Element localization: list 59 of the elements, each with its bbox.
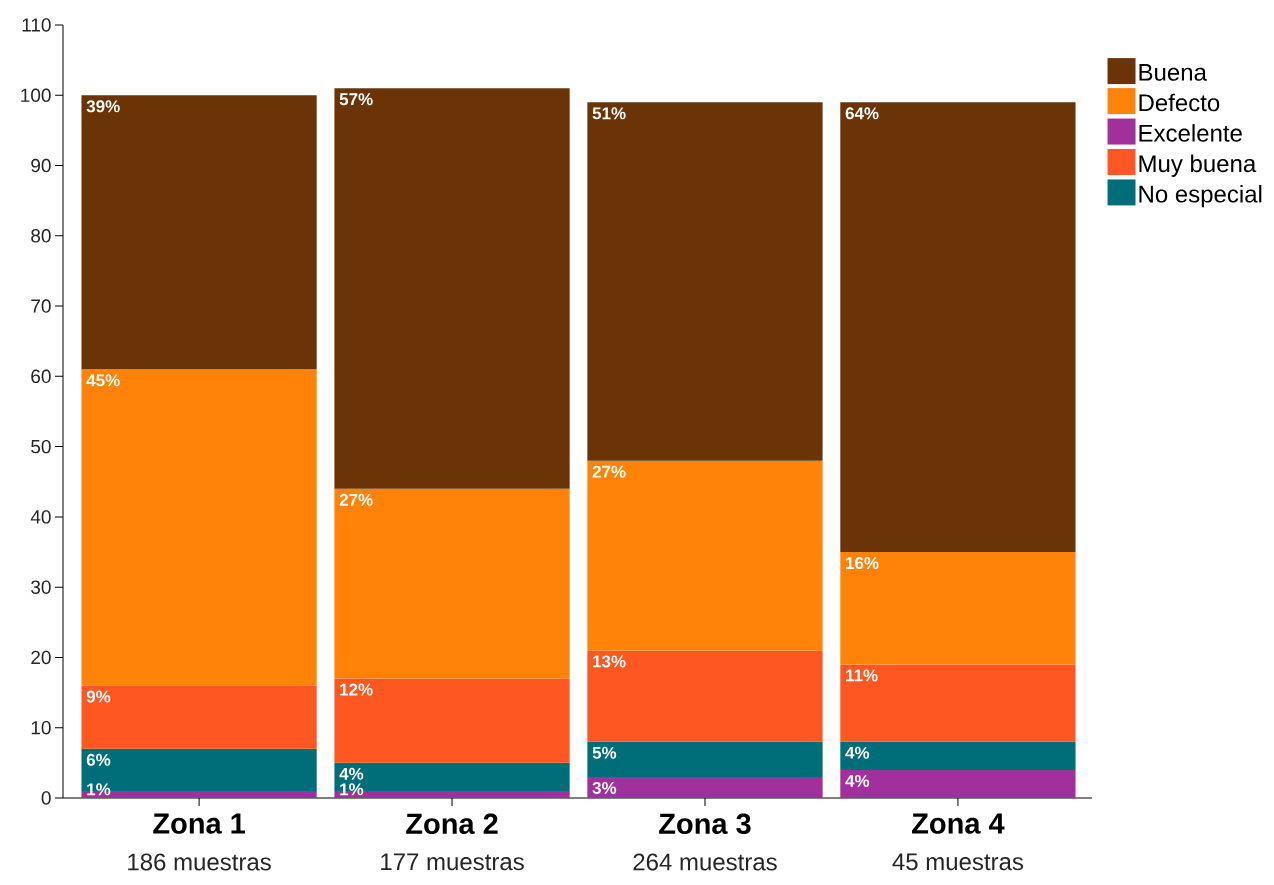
legend-label: Defecto — [1139, 93, 1220, 112]
data-label: 51% — [592, 107, 626, 120]
x-tick-label: Zona 3 — [659, 813, 751, 835]
text: 186 muestras — [128, 853, 271, 871]
bar — [587, 650, 823, 742]
bar — [334, 678, 570, 763]
y-tick-label: 80 — [31, 229, 51, 243]
y-tick-label: 30 — [31, 580, 51, 594]
legend-label: Muy buena — [1139, 154, 1257, 177]
bar — [81, 95, 317, 370]
bar — [840, 769, 1076, 798]
y-tick-label: 100 — [21, 88, 51, 102]
bar — [587, 741, 823, 777]
y-tick-label: 60 — [31, 369, 51, 384]
legend-label: Excelente — [1139, 124, 1242, 142]
data-label: 11% — [846, 669, 878, 682]
data-label: 3% — [592, 781, 617, 794]
y-tick-label: 110 — [22, 18, 51, 32]
text: 264 muestras — [633, 853, 777, 871]
data-label: 39% — [86, 100, 120, 113]
data-label: 13% — [593, 655, 626, 668]
x-tick-label: Zona 1 — [153, 813, 245, 834]
data-label: 27% — [339, 493, 373, 506]
y-tick-label: 40 — [30, 510, 51, 524]
bar — [587, 102, 823, 461]
text: 45 muestras — [892, 853, 1024, 871]
y-tick-label: 70 — [31, 299, 51, 313]
legend-label: No especial — [1139, 184, 1262, 208]
x-tick-label: Zona 2 — [406, 813, 498, 835]
data-label: 45% — [86, 374, 120, 387]
bar — [840, 741, 1076, 770]
data-label: 57% — [339, 93, 373, 106]
bar — [587, 460, 823, 651]
data-label: 9% — [86, 690, 111, 703]
data-label: 16% — [846, 557, 879, 570]
legend-label: Buena — [1139, 64, 1207, 81]
text: 177 muestras — [381, 853, 524, 871]
y-tick-label: 0 — [41, 791, 51, 805]
bar — [81, 685, 317, 749]
y-tick-label: 50 — [31, 439, 51, 454]
data-label: 6% — [86, 753, 111, 766]
y-tick-label: 20 — [31, 650, 51, 665]
bar — [587, 776, 823, 798]
bar — [334, 88, 570, 489]
y-tick-label: 90 — [31, 158, 51, 173]
data-label: 12% — [340, 683, 373, 696]
data-label: 5% — [592, 746, 617, 759]
bar — [840, 102, 1076, 553]
data-label: 64% — [845, 107, 879, 120]
x-tick-label: Zona 4 — [912, 813, 1005, 834]
y-tick-label: 10 — [31, 720, 51, 735]
bar — [334, 488, 570, 679]
data-label: 27% — [592, 465, 626, 478]
bar — [840, 664, 1076, 742]
data-label: 4% — [845, 774, 870, 787]
data-label: 4% — [845, 746, 870, 759]
bar — [840, 552, 1076, 665]
bar — [81, 369, 317, 686]
data-label: 4% — [339, 767, 364, 780]
